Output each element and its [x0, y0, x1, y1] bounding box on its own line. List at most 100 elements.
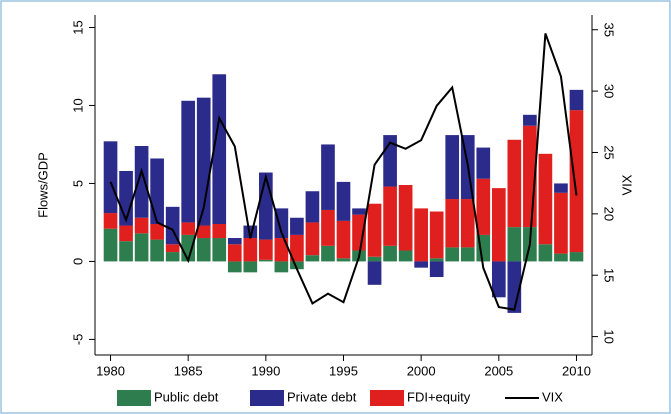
bar — [429, 261, 444, 278]
bar — [367, 203, 382, 257]
x-tick-label: 1985 — [174, 363, 203, 378]
bar — [383, 245, 397, 262]
bar — [243, 238, 258, 262]
bar — [383, 186, 397, 246]
y2-tick-label: 30 — [602, 84, 617, 98]
bar — [445, 247, 460, 262]
bar — [181, 222, 196, 235]
bar — [305, 255, 320, 262]
bar — [569, 89, 584, 111]
y-tick-label: 5 — [70, 180, 85, 187]
bar — [196, 238, 211, 262]
bar — [569, 252, 584, 262]
bar — [414, 261, 428, 268]
bar — [336, 258, 351, 262]
bar — [569, 110, 584, 253]
bar — [119, 225, 133, 242]
bar — [259, 172, 273, 240]
legend-swatch — [370, 390, 404, 406]
bar — [227, 244, 242, 262]
bar — [336, 220, 351, 259]
bar — [196, 225, 211, 239]
x-tick-label: 1980 — [96, 363, 125, 378]
y-tick-label: -5 — [70, 334, 85, 346]
bar — [429, 211, 444, 259]
x-tick-label: 1990 — [251, 363, 280, 378]
y2-tick-label: 20 — [602, 207, 617, 221]
legend-label: FDI+equity — [407, 389, 471, 404]
bar — [290, 217, 304, 235]
bar — [429, 258, 444, 262]
bar — [243, 261, 258, 273]
bar — [445, 199, 460, 248]
y2-axis-label: VIX — [619, 174, 634, 195]
legend-swatch — [250, 390, 284, 406]
bar — [460, 247, 475, 262]
bar — [460, 199, 475, 248]
bar — [103, 141, 118, 214]
bar — [367, 261, 382, 285]
bar — [554, 192, 568, 254]
bar — [507, 227, 522, 262]
x-tick-label: 1995 — [329, 363, 358, 378]
bar — [414, 208, 428, 262]
legend-label: Public debt — [154, 389, 219, 404]
bar — [165, 252, 180, 262]
y2-tick-label: 15 — [602, 268, 617, 282]
bar — [336, 181, 351, 221]
bar — [507, 261, 522, 313]
bar — [491, 188, 506, 262]
bar — [274, 238, 289, 262]
bar — [150, 223, 164, 240]
bar — [305, 222, 320, 256]
bar — [352, 208, 366, 215]
bar — [367, 256, 382, 262]
x-tick-label: 2010 — [562, 363, 591, 378]
bar — [259, 239, 273, 260]
legend-label: Private debt — [287, 389, 357, 404]
bar — [538, 153, 553, 245]
bar — [227, 238, 242, 245]
bar — [445, 135, 460, 200]
bar — [227, 261, 242, 273]
bar — [398, 250, 413, 262]
bar — [212, 223, 227, 239]
x-tick-label: 2005 — [484, 363, 513, 378]
bar — [290, 261, 304, 270]
bar — [165, 244, 180, 253]
bar — [476, 147, 491, 179]
x-tick-label: 2000 — [407, 363, 436, 378]
legend-swatch — [117, 390, 151, 406]
bar — [538, 244, 553, 262]
y-tick-label: 10 — [70, 98, 85, 112]
bar — [119, 241, 133, 262]
bar — [398, 185, 413, 251]
y-tick-label: 0 — [70, 258, 85, 265]
bar — [103, 213, 118, 229]
line — [109, 33, 578, 311]
bar — [212, 238, 227, 262]
bar — [259, 259, 273, 262]
bar — [134, 217, 149, 234]
y-axis-label: Flows/GDP — [35, 152, 50, 218]
bar — [134, 233, 149, 262]
y-tick-label: 15 — [70, 20, 85, 34]
bar — [212, 74, 227, 224]
bar — [321, 209, 335, 246]
bar — [274, 261, 289, 273]
bar — [274, 208, 289, 239]
bar — [103, 228, 118, 262]
bar — [321, 144, 335, 210]
bar — [321, 245, 335, 262]
bar — [134, 146, 149, 218]
bar — [305, 191, 320, 223]
bar — [150, 239, 164, 262]
bar — [150, 158, 164, 224]
bar — [523, 114, 537, 126]
bar — [554, 253, 568, 262]
bar — [290, 234, 304, 262]
bar — [554, 183, 568, 193]
bar — [476, 178, 491, 235]
